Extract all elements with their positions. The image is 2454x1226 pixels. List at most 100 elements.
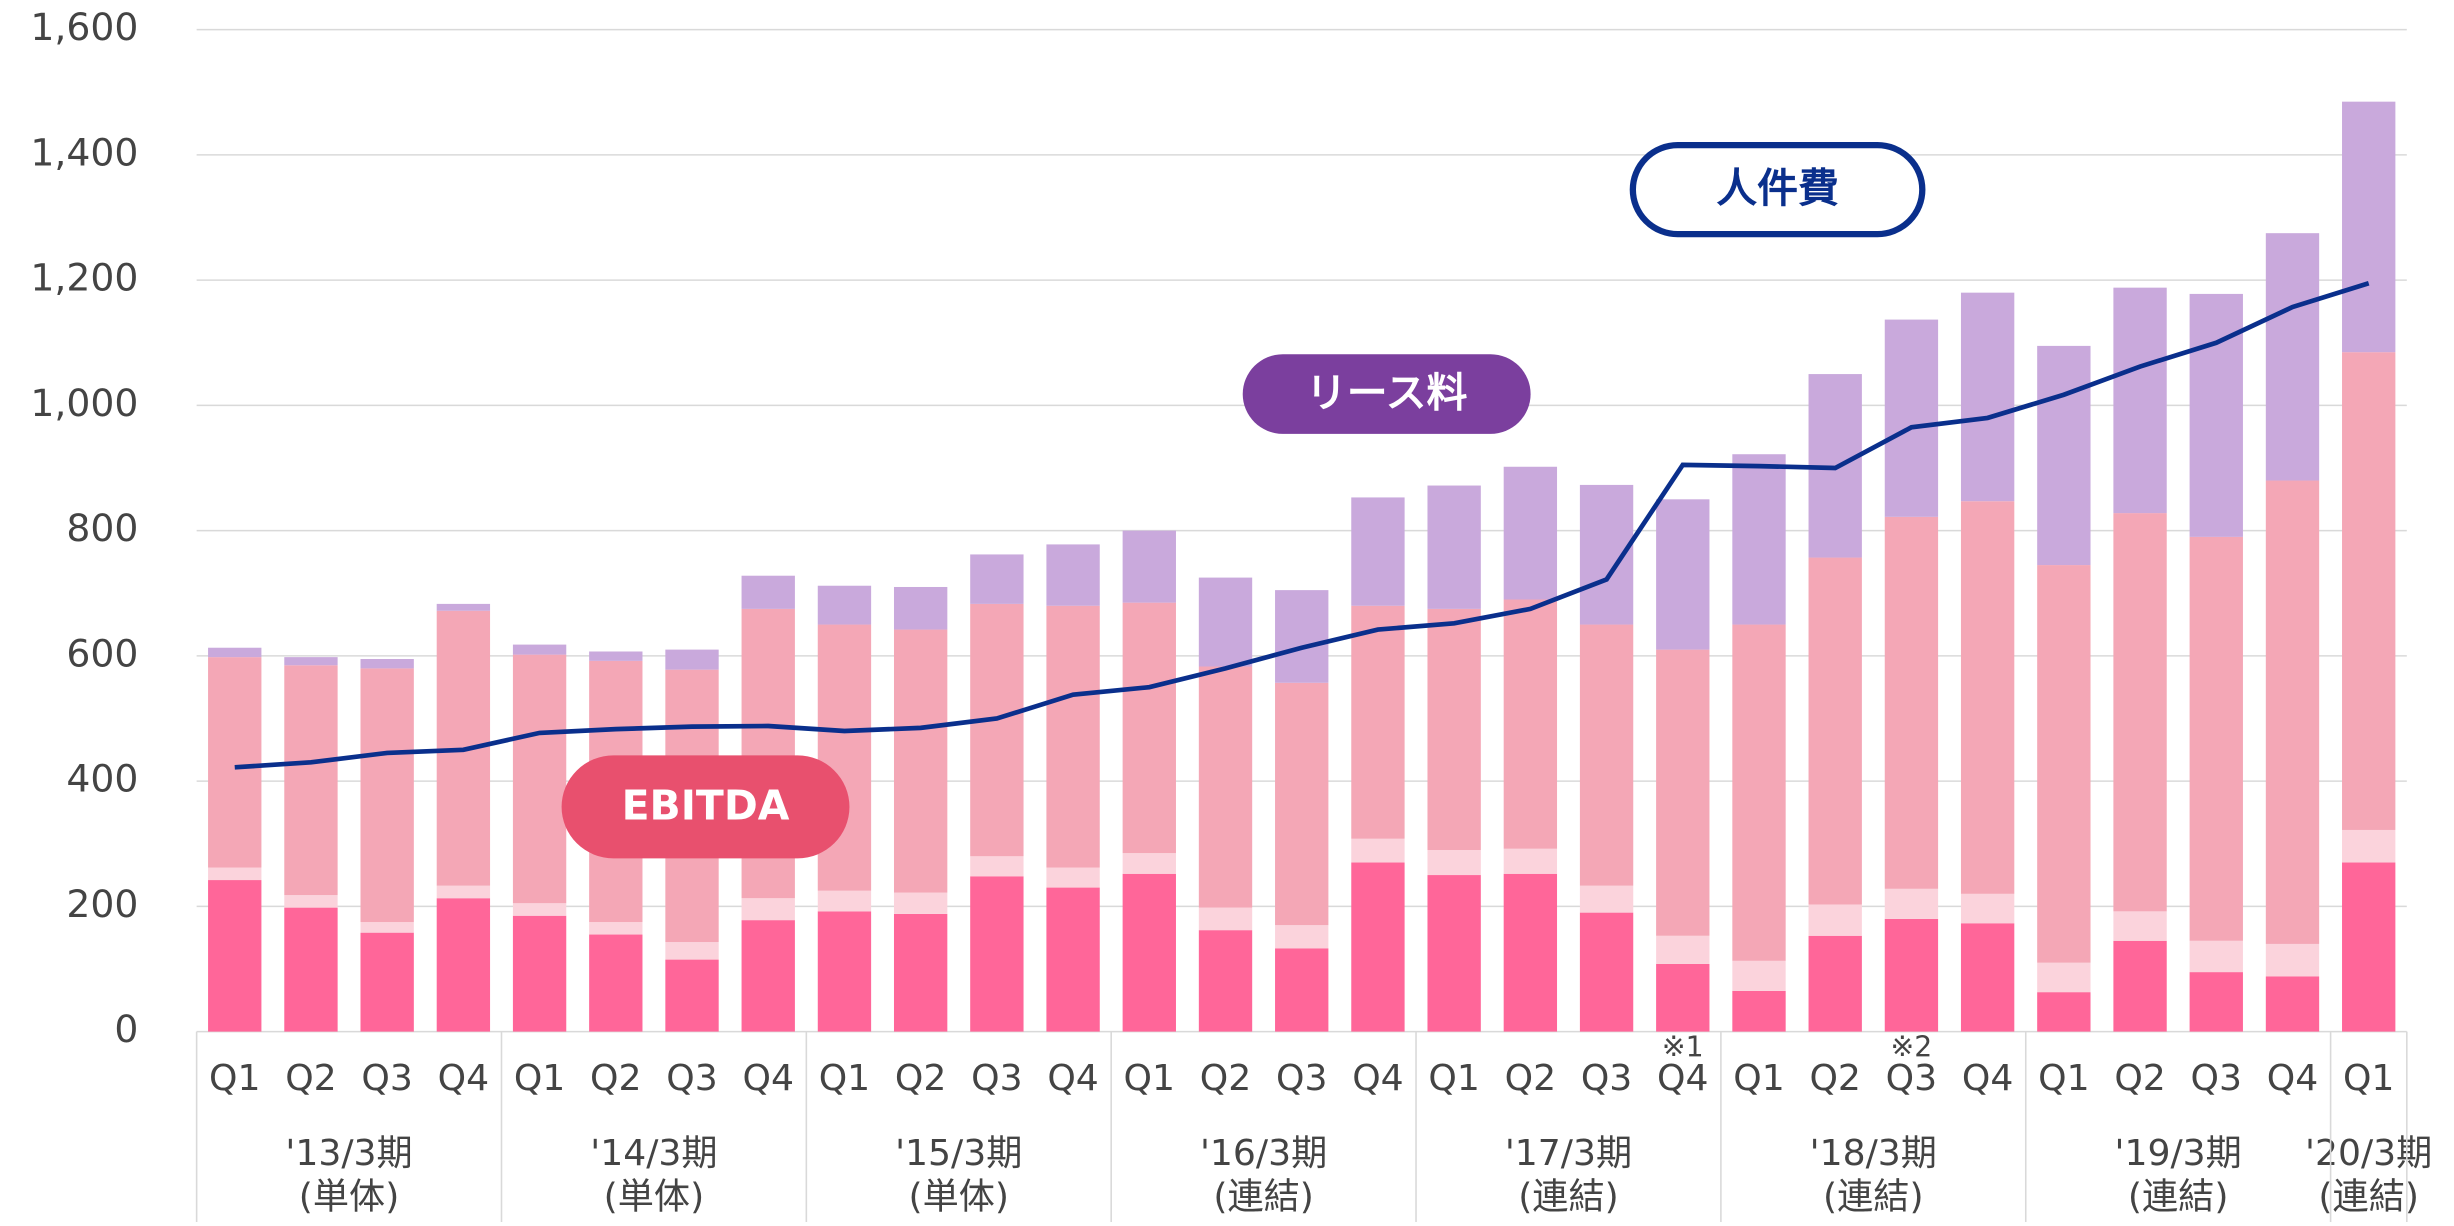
bar-segment xyxy=(1503,466,1558,600)
x-tick-label: Q1 xyxy=(1124,1058,1175,1099)
bar-segment xyxy=(1656,963,1710,1032)
x-tick-label: Q2 xyxy=(1809,1058,1860,1099)
x-tick-label: Q3 xyxy=(1276,1058,1327,1099)
bar-segment xyxy=(589,934,643,1032)
bar-segment xyxy=(1351,838,1405,863)
x-tick-label: Q4 xyxy=(1047,1058,1098,1099)
bar-segment xyxy=(817,624,872,891)
group-label: '19/3期 xyxy=(2115,1133,2242,1174)
group-sub-label: (単体) xyxy=(908,1177,1009,1218)
bar-segment xyxy=(2342,101,2396,353)
bar-segment xyxy=(1579,885,1634,913)
category-note: ※1 xyxy=(1662,1031,1704,1064)
bar-segment xyxy=(2189,293,2243,537)
x-tick-label: Q4 xyxy=(2267,1058,2318,1099)
series-label-pill xyxy=(561,755,850,859)
bar-segment xyxy=(970,554,1024,604)
bar-segment xyxy=(2113,940,2167,1032)
bar-segment xyxy=(1579,912,1634,1032)
bar-segment xyxy=(2265,480,2320,944)
bar-segment xyxy=(1884,888,1939,919)
bar-segment xyxy=(2113,513,2167,912)
bar-segment xyxy=(817,585,872,625)
category-note: ※2 xyxy=(1891,1031,1933,1064)
x-tick-label: Q1 xyxy=(1428,1058,1479,1099)
y-tick-label: 1,200 xyxy=(30,256,138,300)
y-tick-label: 0 xyxy=(114,1007,138,1051)
group-label: '20/3期 xyxy=(2305,1133,2432,1174)
bar-segment xyxy=(1275,948,1329,1032)
bar-segment xyxy=(1579,624,1634,886)
x-tick-label: Q4 xyxy=(1657,1058,1708,1099)
bar-segment xyxy=(208,647,262,658)
y-tick-label: 1,000 xyxy=(30,381,138,425)
group-sub-label: (連結) xyxy=(1518,1177,1619,1218)
bar-segment xyxy=(2189,972,2243,1032)
bar-segment xyxy=(2265,943,2320,977)
bar-segment xyxy=(512,654,567,904)
bar-segment xyxy=(1122,602,1176,854)
x-tick-label: Q1 xyxy=(209,1058,260,1099)
bar-segment xyxy=(1656,935,1710,964)
bar-segment xyxy=(208,657,262,868)
bar-segment xyxy=(436,885,491,899)
bar-segment xyxy=(2189,536,2243,941)
bar-segment xyxy=(360,668,414,923)
x-tick-label: Q1 xyxy=(1733,1058,1784,1099)
bar-segment xyxy=(1884,918,1939,1032)
y-tick-label: 200 xyxy=(66,882,138,926)
bar-segment xyxy=(970,856,1024,877)
bar-segment xyxy=(741,898,795,921)
series-label: 人件費 xyxy=(1716,164,1839,212)
bar-segment xyxy=(1427,849,1481,876)
bar-segment xyxy=(1275,925,1329,949)
bar-segment xyxy=(1884,319,1939,517)
bar-segment xyxy=(2265,976,2320,1032)
bar-segment xyxy=(284,665,338,896)
bar-segment xyxy=(665,649,719,670)
bar-segment xyxy=(893,629,948,893)
bar-segment xyxy=(1046,867,1100,888)
bar-segment xyxy=(1427,485,1481,609)
bar-segment xyxy=(2037,992,2091,1032)
bar-segment xyxy=(1351,497,1405,606)
bar-segment xyxy=(1732,624,1786,961)
bar-segment xyxy=(970,876,1024,1032)
bar-segment xyxy=(284,895,338,908)
bar-segment xyxy=(589,651,643,661)
bar-segment xyxy=(893,586,948,630)
group-label: '13/3期 xyxy=(285,1133,412,1174)
bar-segment xyxy=(893,892,948,914)
bar-segment xyxy=(1198,930,1253,1032)
x-tick-label: Q4 xyxy=(742,1058,793,1099)
bar-segment xyxy=(2037,345,2091,566)
bar-segment xyxy=(1275,682,1329,926)
x-tick-label: Q3 xyxy=(1886,1058,1937,1099)
group-label: '14/3期 xyxy=(590,1133,717,1174)
bar-segment xyxy=(817,911,872,1032)
x-tick-label: Q3 xyxy=(666,1058,717,1099)
bar-segment xyxy=(1960,893,2015,924)
bar-segment xyxy=(2113,911,2167,941)
group-label: '16/3期 xyxy=(1200,1133,1327,1174)
x-tick-label: Q2 xyxy=(1505,1058,1556,1099)
bar-segment xyxy=(2265,233,2320,481)
bar-segment xyxy=(1503,599,1558,849)
bar-segment xyxy=(1122,530,1176,603)
x-tick-label: Q1 xyxy=(2343,1058,2394,1099)
bar-segment xyxy=(1275,590,1329,683)
y-tick-label: 400 xyxy=(66,757,138,801)
y-tick-label: 1,400 xyxy=(30,130,138,174)
x-tick-label: Q4 xyxy=(1962,1058,2013,1099)
x-tick-label: Q1 xyxy=(819,1058,870,1099)
bar-segment xyxy=(1503,848,1558,874)
bar-segment xyxy=(589,922,643,935)
x-tick-label: Q1 xyxy=(514,1058,565,1099)
y-tick-label: 600 xyxy=(66,631,138,675)
group-label: '18/3期 xyxy=(1810,1133,1937,1174)
y-tick-label: 800 xyxy=(66,506,138,550)
series-label-pill xyxy=(1242,354,1531,434)
bar-segment xyxy=(1427,608,1481,850)
bar-segment xyxy=(2037,962,2091,993)
